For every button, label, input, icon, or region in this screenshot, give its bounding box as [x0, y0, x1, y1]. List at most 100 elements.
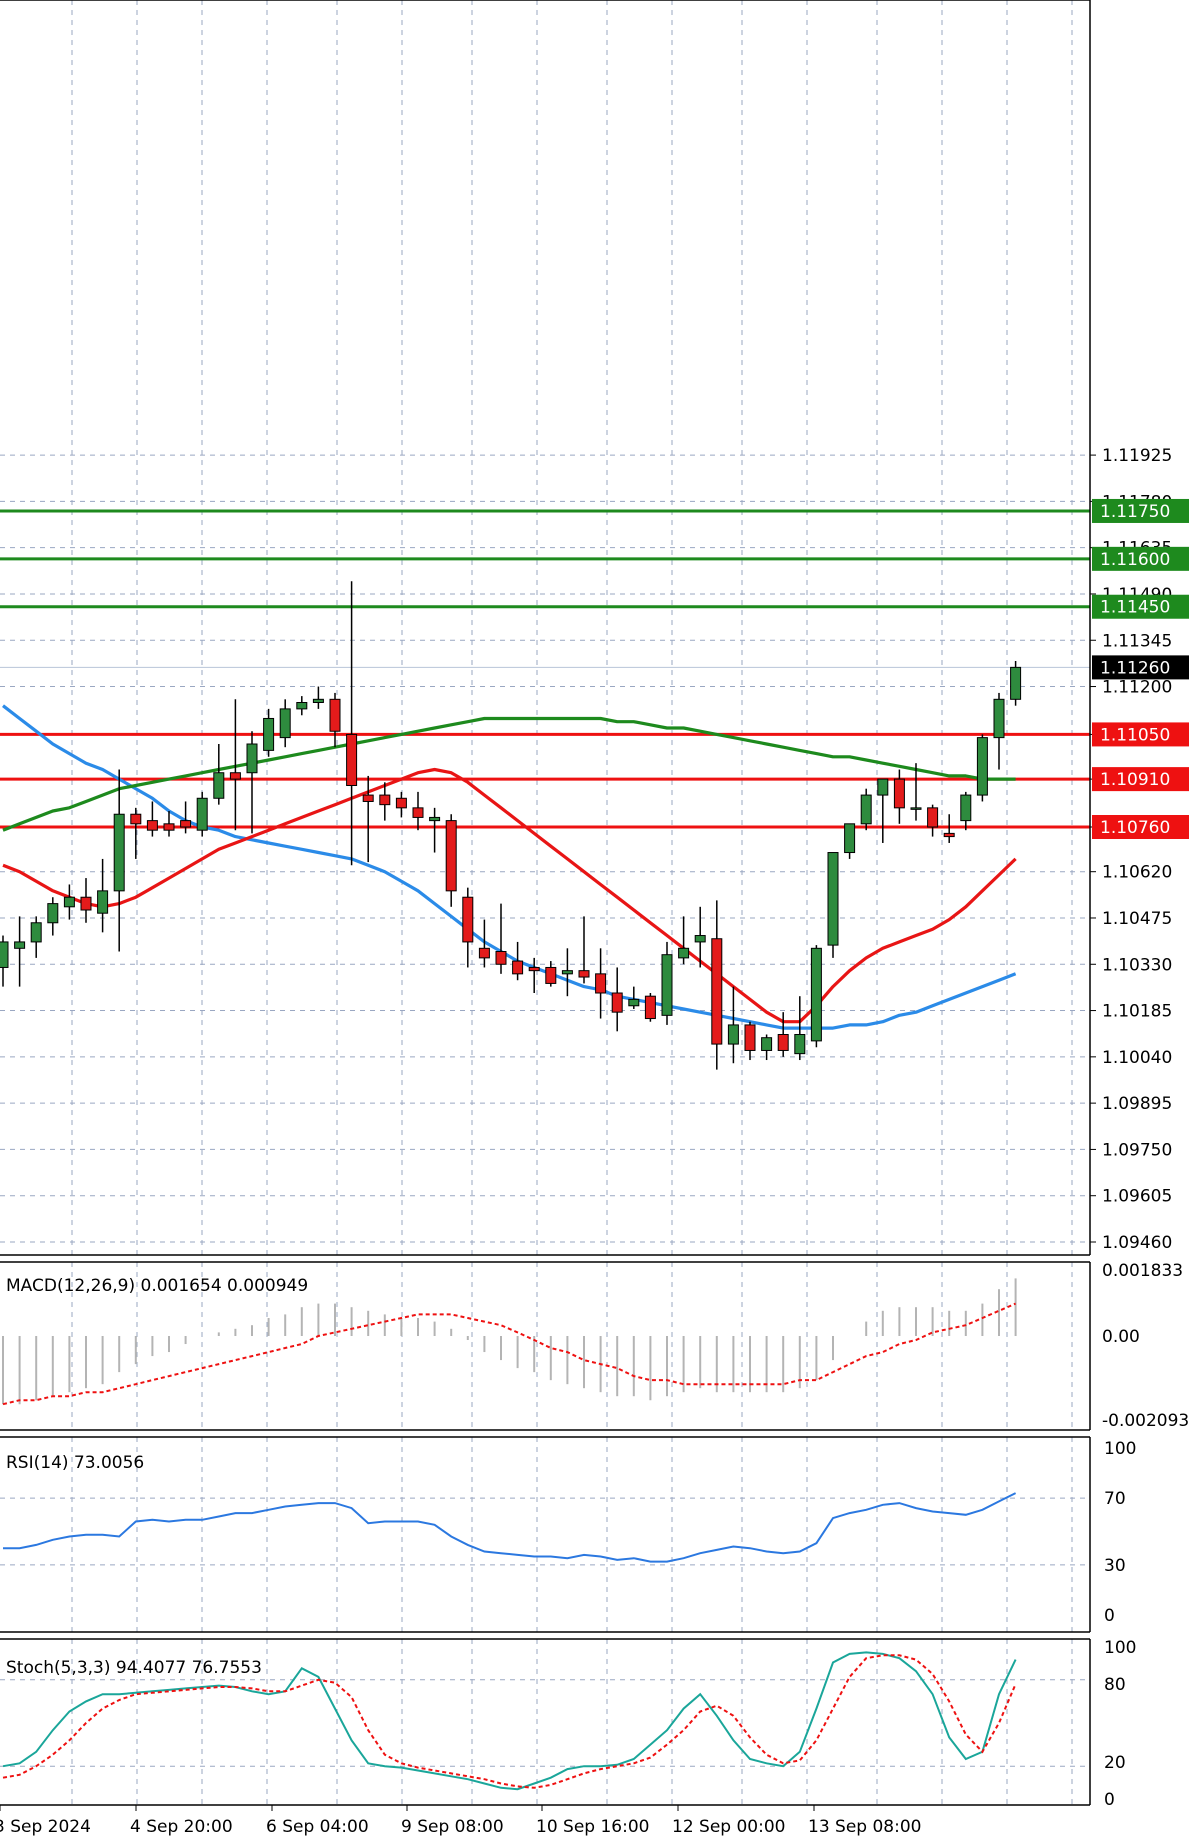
candle-body	[180, 820, 192, 828]
candle-body	[628, 998, 640, 1007]
candle-body	[97, 890, 109, 914]
level-tag-resistance	[1092, 594, 1189, 619]
level-tags: 1.11750 1.11600 1.11450 1.11050 1.10910 1.107…	[1092, 498, 1189, 839]
macd-signal-line	[2, 1302, 1016, 1406]
macd-tick-label: 0.001833	[1102, 1261, 1183, 1281]
candle-body	[445, 820, 457, 892]
current-price-text: 1.11260	[1100, 658, 1170, 678]
bear-candle	[495, 903, 507, 974]
level-tag-text: 1.10910	[1100, 770, 1170, 790]
bear-candle	[927, 804, 939, 837]
candle-body	[578, 970, 590, 978]
candle-body	[30, 922, 42, 943]
bull-candle	[47, 897, 59, 936]
candle-body	[761, 1037, 773, 1051]
candle-body	[229, 772, 241, 780]
candle-body	[163, 823, 175, 831]
candle-body	[927, 807, 939, 828]
candle-body	[130, 813, 142, 825]
bear-candle	[329, 692, 341, 748]
candle-body	[611, 992, 623, 1013]
level-tag-text: 1.11450	[1100, 598, 1170, 618]
candle-body	[146, 820, 158, 831]
candle-body	[512, 960, 524, 975]
bear-candle	[146, 801, 158, 837]
candle-body	[395, 797, 407, 809]
candle-body	[561, 970, 573, 975]
bull-candle	[860, 788, 872, 831]
bull-candle	[976, 734, 988, 802]
bull-candle	[877, 778, 889, 843]
candle-body	[661, 954, 673, 1016]
bear-candle	[362, 775, 374, 863]
candle-body	[462, 896, 474, 943]
price-tick-label: 1.10330	[1102, 955, 1172, 975]
time-tick-label: 10 Sep 16:00	[536, 1817, 649, 1837]
candle-body	[711, 938, 723, 1045]
candle-body	[1010, 666, 1022, 700]
bear-candle	[180, 801, 192, 834]
bull-candle	[628, 986, 640, 1009]
candle-body	[910, 807, 922, 810]
bear-candle	[478, 919, 490, 968]
candle-body	[827, 852, 839, 946]
level-tag-support	[1092, 767, 1189, 792]
bull-candle	[761, 1034, 773, 1061]
candle-body	[47, 903, 59, 924]
bear-candle	[346, 581, 358, 866]
indicator-panes	[2, 1278, 1017, 1791]
rsi-label: RSI(14) 73.0056	[6, 1453, 144, 1473]
bull-candle	[661, 941, 673, 1025]
pane-frames	[0, 0, 1091, 1806]
candle-body	[860, 794, 872, 825]
candle-body	[810, 947, 822, 1042]
candle-body	[877, 778, 889, 796]
price-tick-label: 1.11345	[1102, 631, 1172, 651]
bull-candle	[794, 996, 806, 1061]
bear-candle	[595, 948, 607, 1019]
bull-candle	[63, 884, 75, 920]
candle-body	[478, 947, 490, 959]
stoch-signal-line	[2, 1654, 1017, 1789]
candle-body	[794, 1034, 806, 1055]
time-tick-label: 6 Sep 04:00	[266, 1817, 369, 1837]
bear-candle	[744, 1021, 756, 1061]
candle-body	[379, 794, 391, 806]
moving-averages	[2, 704, 1017, 1030]
candle-body	[346, 733, 358, 787]
bear-candle	[412, 791, 424, 831]
candle-body	[678, 947, 690, 959]
candle-body	[412, 807, 424, 818]
price-tick-label: 1.09750	[1102, 1140, 1172, 1160]
candle-body	[694, 935, 706, 943]
bull-candle	[97, 858, 109, 933]
bull-candle	[14, 916, 26, 987]
price-tick-label: 1.10040	[1102, 1048, 1172, 1068]
bull-candle	[910, 763, 922, 821]
bull-candle	[960, 791, 972, 831]
price-tick-label: 1.09605	[1102, 1187, 1172, 1207]
rsi-line	[3, 1492, 1017, 1563]
bear-candle	[528, 957, 540, 993]
moving-average-ma_red	[2, 767, 1017, 1024]
rsi-tick-label: 30	[1104, 1556, 1126, 1576]
price-tick-label: 1.10475	[1102, 909, 1172, 929]
candle-body	[63, 896, 75, 908]
bull-candle	[30, 916, 42, 958]
candle-body	[312, 698, 324, 703]
level-tag-support	[1092, 815, 1189, 839]
bear-candle	[644, 993, 656, 1022]
time-tick-label: 4 Sep 20:00	[130, 1817, 233, 1837]
bull-candle	[678, 916, 690, 965]
bull-candle	[263, 708, 275, 757]
candle-body	[362, 794, 374, 802]
macd-tick-label: 0.00	[1102, 1327, 1140, 1347]
candle-body	[960, 794, 972, 822]
rsi-tick-label: 0	[1104, 1606, 1115, 1626]
bear-candle	[163, 811, 175, 837]
bear-candle	[395, 791, 407, 818]
stoch-tick-label: 100	[1104, 1638, 1136, 1658]
rsi-tick-label: 100	[1104, 1439, 1136, 1459]
candle-body	[644, 995, 656, 1020]
